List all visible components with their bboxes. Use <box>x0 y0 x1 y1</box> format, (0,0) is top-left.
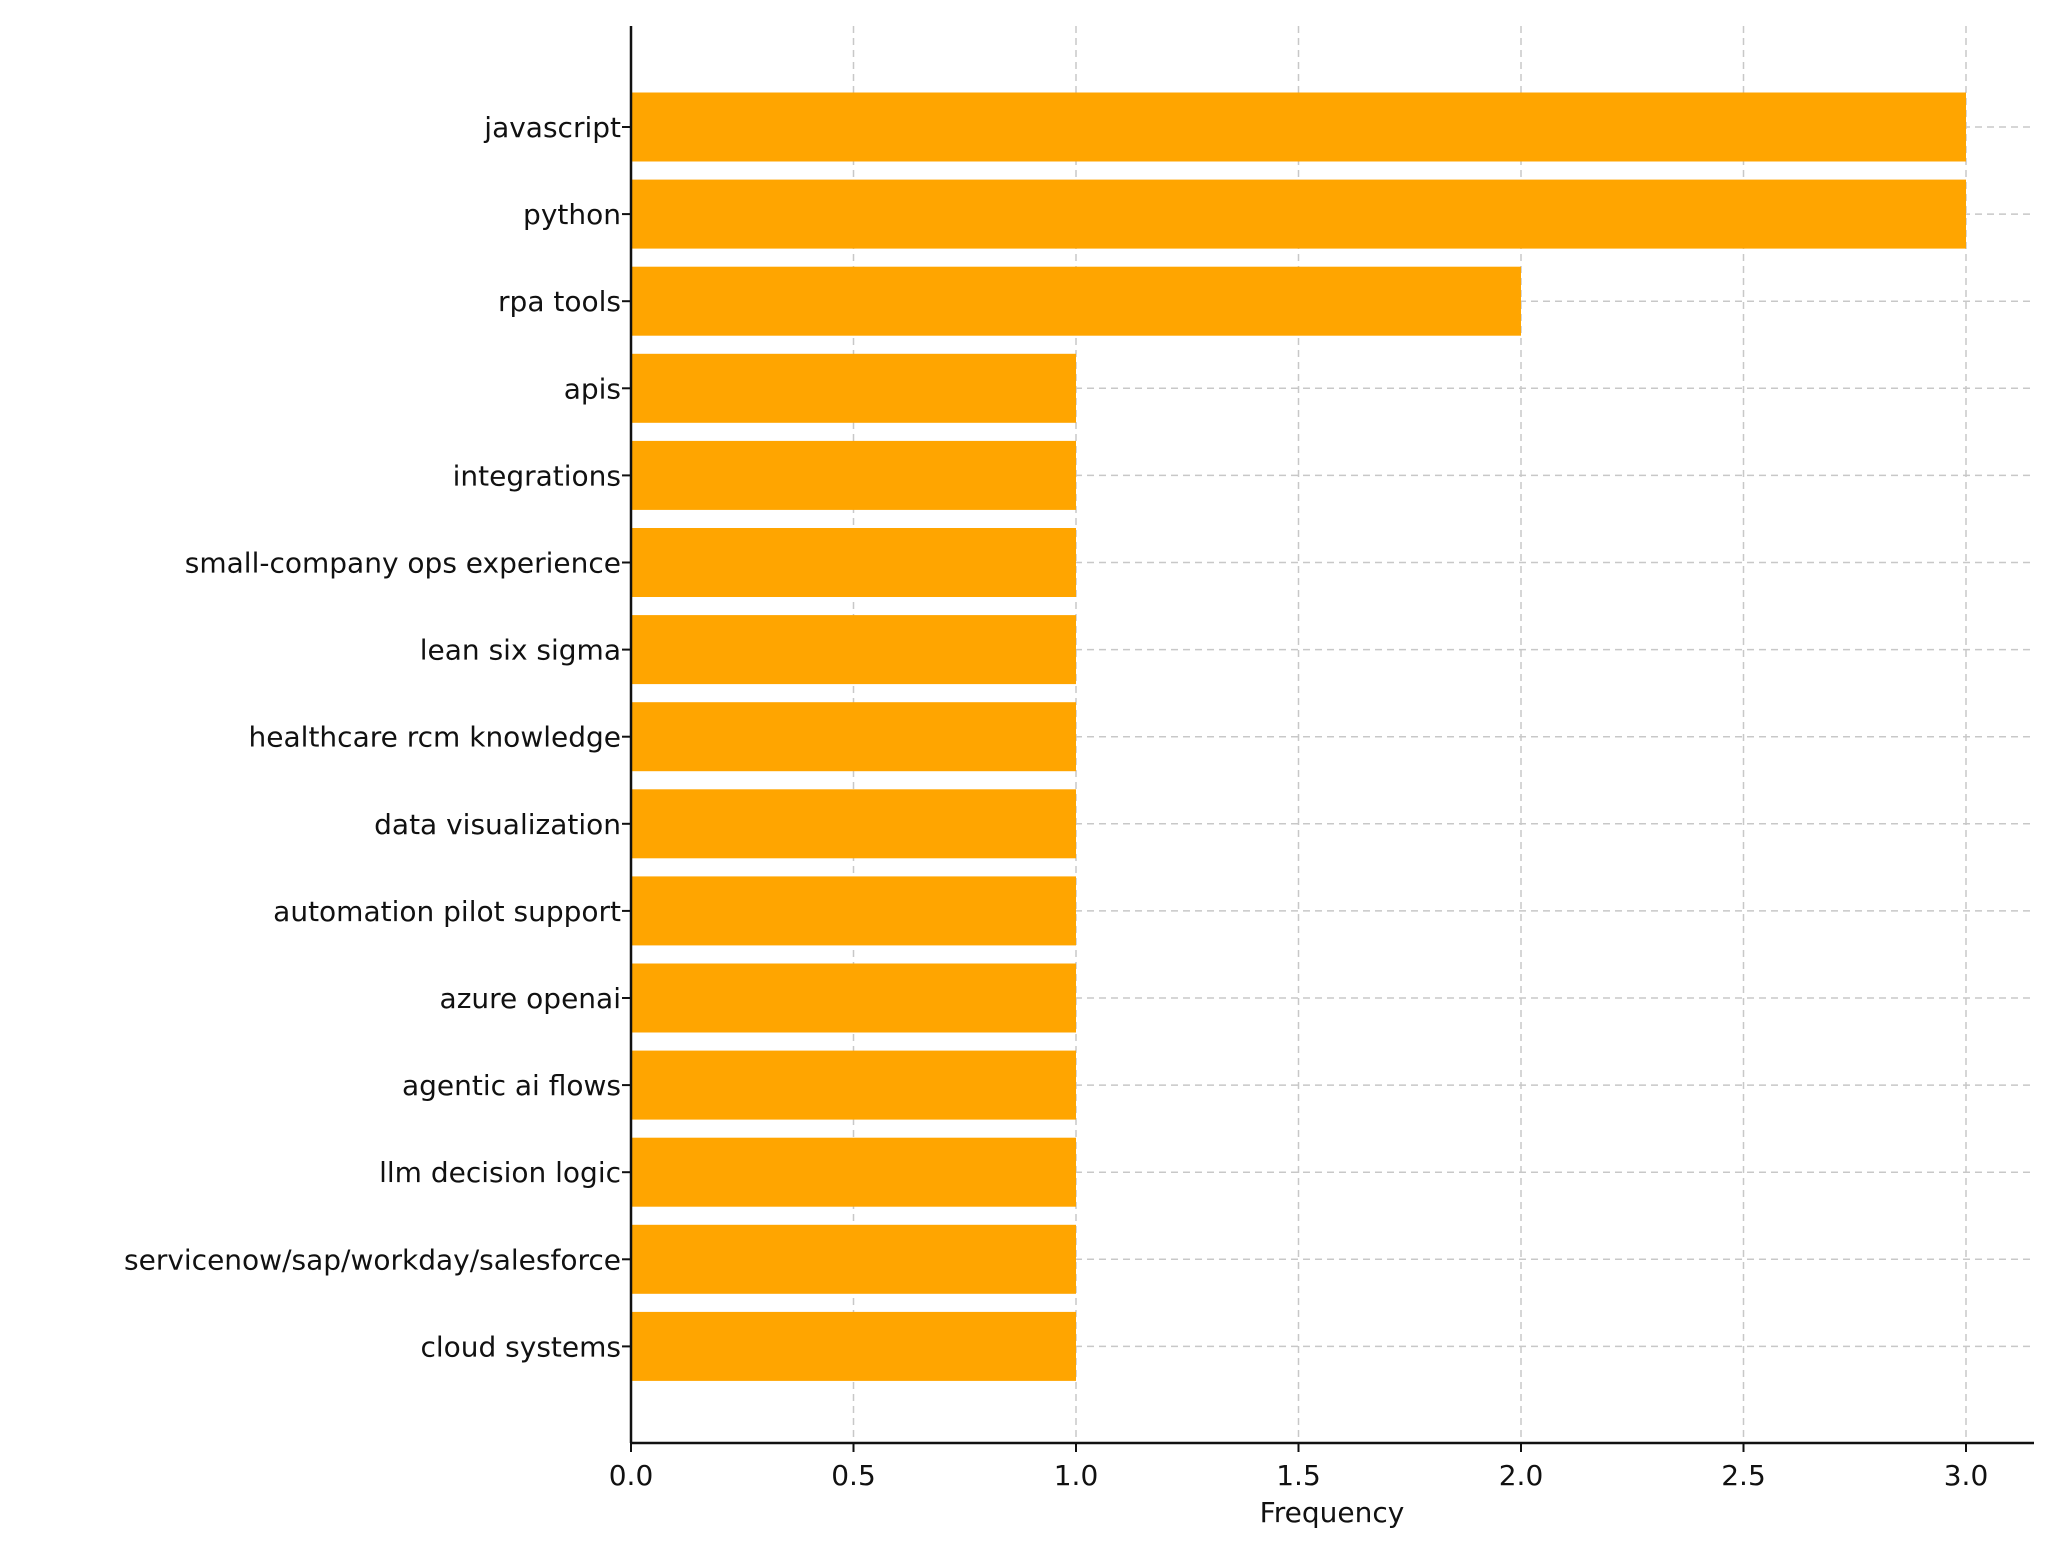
x-tick-label: 3.0 <box>1944 1459 1989 1492</box>
y-tick-label: cloud systems <box>420 1330 621 1363</box>
bar-javascript <box>631 92 1966 162</box>
bar-integrations <box>631 440 1076 510</box>
x-tick-label: 1.5 <box>1276 1459 1321 1492</box>
y-tick-label: azure openai <box>440 982 621 1015</box>
bar-lean-six-sigma <box>631 615 1076 685</box>
y-tick-label: small-company ops experience <box>185 547 621 580</box>
y-tick-label: integrations <box>453 459 621 492</box>
bar-healthcare-rcm-knowledge <box>631 702 1076 772</box>
x-tick-label: 2.5 <box>1721 1459 1766 1492</box>
x-axis-label: Frequency <box>1260 1496 1405 1529</box>
bar-small-company-ops-experience <box>631 528 1076 597</box>
bar-llm-decision-logic <box>631 1137 1076 1207</box>
bar-servicenow-sap-workday-salesforce <box>631 1224 1076 1294</box>
bar-azure-openai <box>631 963 1076 1033</box>
y-tick-label: agentic ai flows <box>402 1069 621 1102</box>
y-tick-label: rpa tools <box>498 285 621 318</box>
y-tick-label: lean six sigma <box>420 634 621 667</box>
x-tick-label: 2.0 <box>1499 1459 1544 1492</box>
y-tick-label: apis <box>564 372 621 405</box>
y-tick-label: javascript <box>483 111 621 144</box>
y-tick-label: healthcare rcm knowledge <box>249 721 621 754</box>
bar-rpa-tools <box>631 266 1521 336</box>
bar-data-visualization <box>631 789 1076 859</box>
y-tick-label: automation pilot support <box>273 895 621 928</box>
bar-cloud-systems <box>631 1311 1076 1381</box>
y-tick-label: python <box>523 198 621 231</box>
x-tick-label: 0.5 <box>831 1459 876 1492</box>
y-tick-label: llm decision logic <box>379 1156 621 1189</box>
y-tick-label: data visualization <box>374 808 621 841</box>
bar-agentic-ai-flows <box>631 1050 1076 1120</box>
x-tick-label: 1.0 <box>1054 1459 1099 1492</box>
bar-apis <box>631 353 1076 423</box>
bar-automation-pilot-support <box>631 876 1076 946</box>
bar-python <box>631 179 1966 249</box>
y-tick-label: servicenow/sap/workday/salesforce <box>124 1243 621 1276</box>
x-tick-label: 0.0 <box>609 1459 654 1492</box>
